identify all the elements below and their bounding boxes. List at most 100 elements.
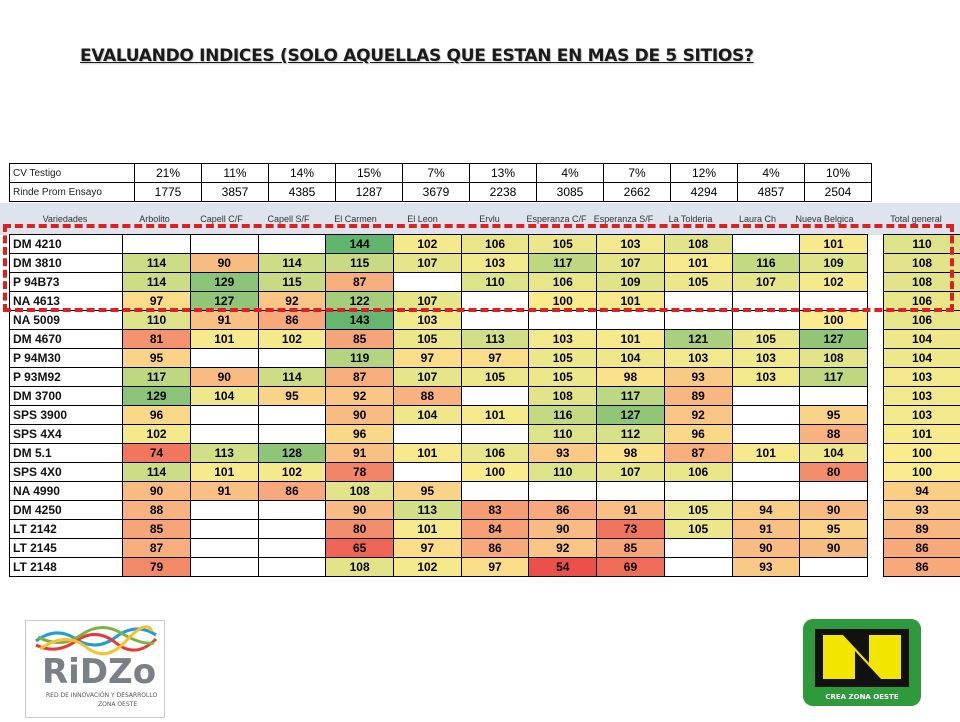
spacer-cell <box>867 349 883 368</box>
index-cell: 91 <box>732 520 800 539</box>
summary-cell: 2504 <box>805 183 872 202</box>
index-cell: 94 <box>732 501 800 520</box>
variety-name: SPS 4X0 <box>10 463 123 482</box>
index-cell: 87 <box>326 368 394 387</box>
index-cell <box>190 425 258 444</box>
index-cell: 102 <box>258 330 326 349</box>
index-cell <box>461 387 529 406</box>
index-cell: 90 <box>800 501 868 520</box>
index-cell: 86 <box>529 501 597 520</box>
index-cell: 117 <box>800 368 868 387</box>
index-cell: 96 <box>664 425 732 444</box>
index-cell: 113 <box>394 501 462 520</box>
variety-name: LT 2142 <box>10 520 123 539</box>
index-cell: 114 <box>258 368 326 387</box>
index-cell: 105 <box>394 330 462 349</box>
variety-name: P 93M92 <box>10 368 123 387</box>
total-cell: 103 <box>884 406 960 425</box>
index-cell: 88 <box>394 387 462 406</box>
total-cell: 100 <box>884 463 960 482</box>
variety-name: SPS 3900 <box>10 406 123 425</box>
total-cell: 86 <box>884 558 960 577</box>
index-cell: 107 <box>394 368 462 387</box>
summary-cell: 4857 <box>738 183 805 202</box>
index-cell: 103 <box>529 330 597 349</box>
index-cell: 103 <box>732 368 800 387</box>
index-cell: 54 <box>529 558 597 577</box>
index-cell: 89 <box>664 387 732 406</box>
index-cell: 102 <box>394 558 462 577</box>
index-cell: 101 <box>394 444 462 463</box>
summary-cell: 12% <box>671 164 738 183</box>
index-cell <box>461 425 529 444</box>
index-cell: 87 <box>664 444 732 463</box>
index-cell <box>190 406 258 425</box>
crea-zona-oeste-logo: CREA ZONA OESTE <box>803 619 921 706</box>
index-cell: 92 <box>326 387 394 406</box>
total-cell: 100 <box>884 444 960 463</box>
ridzo-logo: RiDZo RED DE INNOVACIÓN Y DESARROLLO ZON… <box>25 620 165 718</box>
index-cell: 95 <box>800 520 868 539</box>
index-cell: 113 <box>190 444 258 463</box>
index-cell: 81 <box>123 330 191 349</box>
index-cell: 88 <box>800 425 868 444</box>
index-cell: 104 <box>190 387 258 406</box>
total-cell: 103 <box>884 387 960 406</box>
index-cell <box>597 482 665 501</box>
index-cell <box>732 311 800 330</box>
svg-text:CREA ZONA OESTE: CREA ZONA OESTE <box>825 693 898 701</box>
index-cell: 114 <box>123 463 191 482</box>
index-cell: 91 <box>326 444 394 463</box>
index-cell <box>800 482 868 501</box>
index-cell <box>664 311 732 330</box>
total-cell: 89 <box>884 520 960 539</box>
summary-cell: 11% <box>202 164 269 183</box>
index-cell: 87 <box>123 539 191 558</box>
index-cell: 103 <box>732 349 800 368</box>
index-cell <box>664 482 732 501</box>
index-cell: 116 <box>529 406 597 425</box>
spacer-cell <box>867 501 883 520</box>
index-cell: 86 <box>258 311 326 330</box>
index-cell: 104 <box>597 349 665 368</box>
index-cell: 117 <box>597 387 665 406</box>
summary-cell: 13% <box>470 164 537 183</box>
index-cell: 93 <box>732 558 800 577</box>
index-cell <box>258 406 326 425</box>
total-cell: 103 <box>884 368 960 387</box>
total-cell: 106 <box>884 311 960 330</box>
variety-name: DM 4670 <box>10 330 123 349</box>
index-cell: 108 <box>800 349 868 368</box>
index-cell: 101 <box>732 444 800 463</box>
summary-cell: 2662 <box>604 183 671 202</box>
index-cell: 108 <box>326 482 394 501</box>
total-cell: 104 <box>884 330 960 349</box>
total-cell: 104 <box>884 349 960 368</box>
summary-cell: 7% <box>604 164 671 183</box>
index-cell: 107 <box>597 463 665 482</box>
index-cell: 97 <box>461 349 529 368</box>
index-cell: 105 <box>529 368 597 387</box>
index-cell <box>190 501 258 520</box>
index-cell: 98 <box>597 368 665 387</box>
index-cell: 101 <box>394 520 462 539</box>
index-cell: 90 <box>800 539 868 558</box>
index-cell <box>258 539 326 558</box>
index-cell: 85 <box>326 330 394 349</box>
variety-name: DM 3700 <box>10 387 123 406</box>
index-cell: 73 <box>597 520 665 539</box>
index-cell: 69 <box>597 558 665 577</box>
index-cell: 90 <box>190 368 258 387</box>
spacer-cell <box>867 482 883 501</box>
variety-name: LT 2145 <box>10 539 123 558</box>
index-cell <box>258 501 326 520</box>
